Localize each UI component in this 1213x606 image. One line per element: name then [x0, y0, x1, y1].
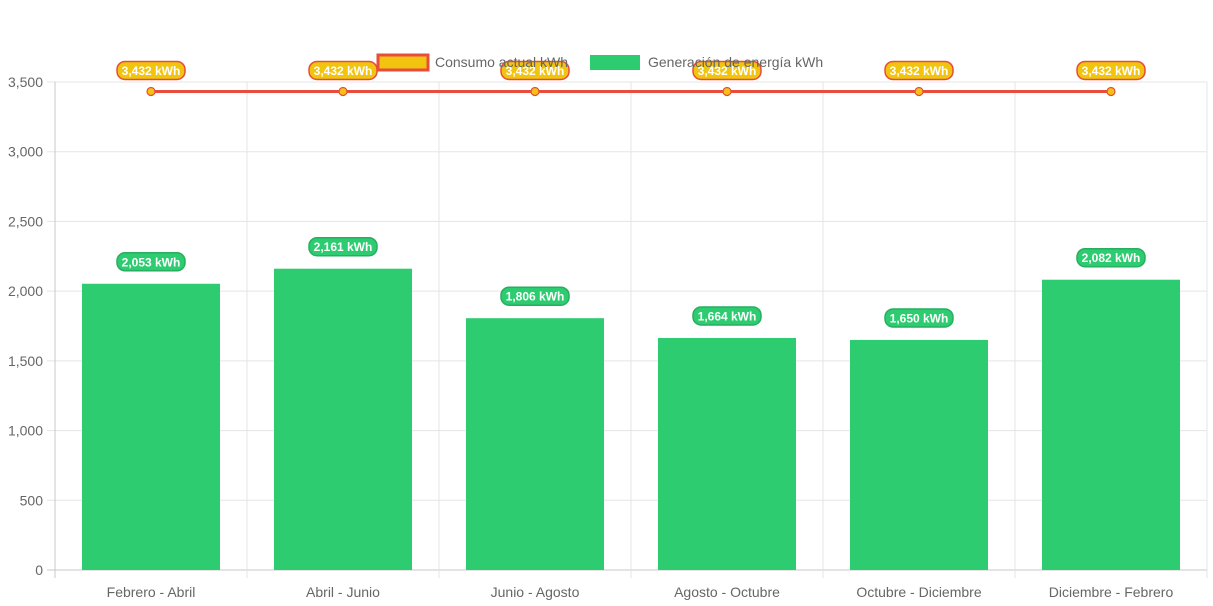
line-layer	[146, 86, 1116, 97]
data-label-text: 3,432 kWh	[1082, 64, 1141, 78]
data-label-text: 3,432 kWh	[506, 64, 565, 78]
data-label-background	[884, 60, 954, 81]
data-label: 2,161 kWh	[308, 236, 378, 257]
data-label-background	[308, 236, 378, 257]
y-tick-label: 2,500	[8, 213, 43, 229]
bars-layer	[82, 268, 1180, 570]
x-tick-label: Octubre - Diciembre	[856, 584, 981, 600]
y-tick-label: 0	[35, 562, 43, 578]
consumption-point	[722, 86, 732, 97]
data-label: 3,432 kWh	[884, 60, 954, 81]
data-label: 1,650 kWh	[884, 308, 954, 328]
legend-label-consumption: Consumo actual kWh	[435, 54, 568, 70]
generation-bar	[82, 283, 220, 570]
generation-bar	[466, 318, 604, 570]
x-tick-label: Febrero - Abril	[107, 584, 196, 600]
grid-layer	[47, 81, 1208, 578]
data-label-text: 1,806 kWh	[506, 290, 565, 304]
data-label-text: 1,664 kWh	[698, 309, 757, 323]
generation-bar	[1042, 279, 1180, 570]
data-label-background	[692, 306, 762, 326]
data-label: 1,806 kWh	[500, 286, 570, 306]
y-tick-label: 3,500	[8, 74, 43, 90]
legend: Consumo actual kWh Generación de energía …	[376, 53, 823, 72]
generation-bar	[850, 339, 988, 570]
data-label-background	[692, 60, 762, 81]
data-label-text: 2,082 kWh	[1082, 251, 1141, 265]
data-label: 3,432 kWh	[500, 60, 570, 81]
legend-label-generation: Generación de energía kWh	[648, 54, 823, 70]
generation-bar	[274, 268, 412, 570]
data-label-background	[1076, 247, 1146, 268]
x-tick-label: Diciembre - Febrero	[1049, 584, 1174, 600]
consumption-point	[914, 86, 924, 97]
data-label-text: 3,432 kWh	[122, 64, 181, 78]
legend-swatch-generation	[590, 55, 640, 70]
data-label-background	[884, 308, 954, 328]
data-label: 1,664 kWh	[692, 306, 762, 326]
data-label-text: 2,161 kWh	[314, 240, 373, 254]
data-label-background	[500, 60, 570, 81]
data-label-text: 2,053 kWh	[122, 255, 181, 269]
data-label-text: 3,432 kWh	[890, 64, 949, 78]
data-label-background	[500, 286, 570, 306]
y-tick-label: 1,000	[8, 423, 43, 439]
x-tick-label: Junio - Agosto	[491, 584, 580, 600]
data-label: 2,082 kWh	[1076, 247, 1146, 268]
data-label-background	[1076, 60, 1146, 81]
data-label: 3,432 kWh	[692, 60, 762, 81]
data-label-background	[116, 252, 186, 272]
data-label: 3,432 kWh	[1076, 60, 1146, 81]
data-label-background	[116, 60, 186, 81]
legend-swatch-consumption	[376, 53, 430, 72]
consumption-point	[1106, 86, 1116, 97]
data-label-text: 3,432 kWh	[314, 64, 373, 78]
consumption-point	[146, 86, 156, 97]
data-label-text: 1,650 kWh	[890, 311, 949, 325]
y-tick-label: 3,000	[8, 144, 43, 160]
consumption-point	[530, 86, 540, 97]
x-tick-label: Agosto - Octubre	[674, 584, 780, 600]
x-tick-label: Abril - Junio	[306, 584, 380, 600]
data-labels-layer: 3,432 kWh 3,432 kWh 3,432 kWh 3,432 kWh 3,43…	[116, 60, 1146, 328]
consumption-point	[338, 86, 348, 97]
axis-layer: 0 500 1,000 1,500 2,000 2,500 3,000 3,500 Febrer…	[8, 74, 1173, 600]
y-tick-label: 500	[20, 492, 44, 508]
data-label: 2,053 kWh	[116, 252, 186, 272]
data-label-text: 3,432 kWh	[698, 64, 757, 78]
generation-bar	[658, 337, 796, 570]
data-label: 3,432 kWh	[308, 60, 378, 81]
y-tick-label: 2,000	[8, 283, 43, 299]
data-label: 3,432 kWh	[116, 60, 186, 81]
y-tick-label: 1,500	[8, 353, 43, 369]
